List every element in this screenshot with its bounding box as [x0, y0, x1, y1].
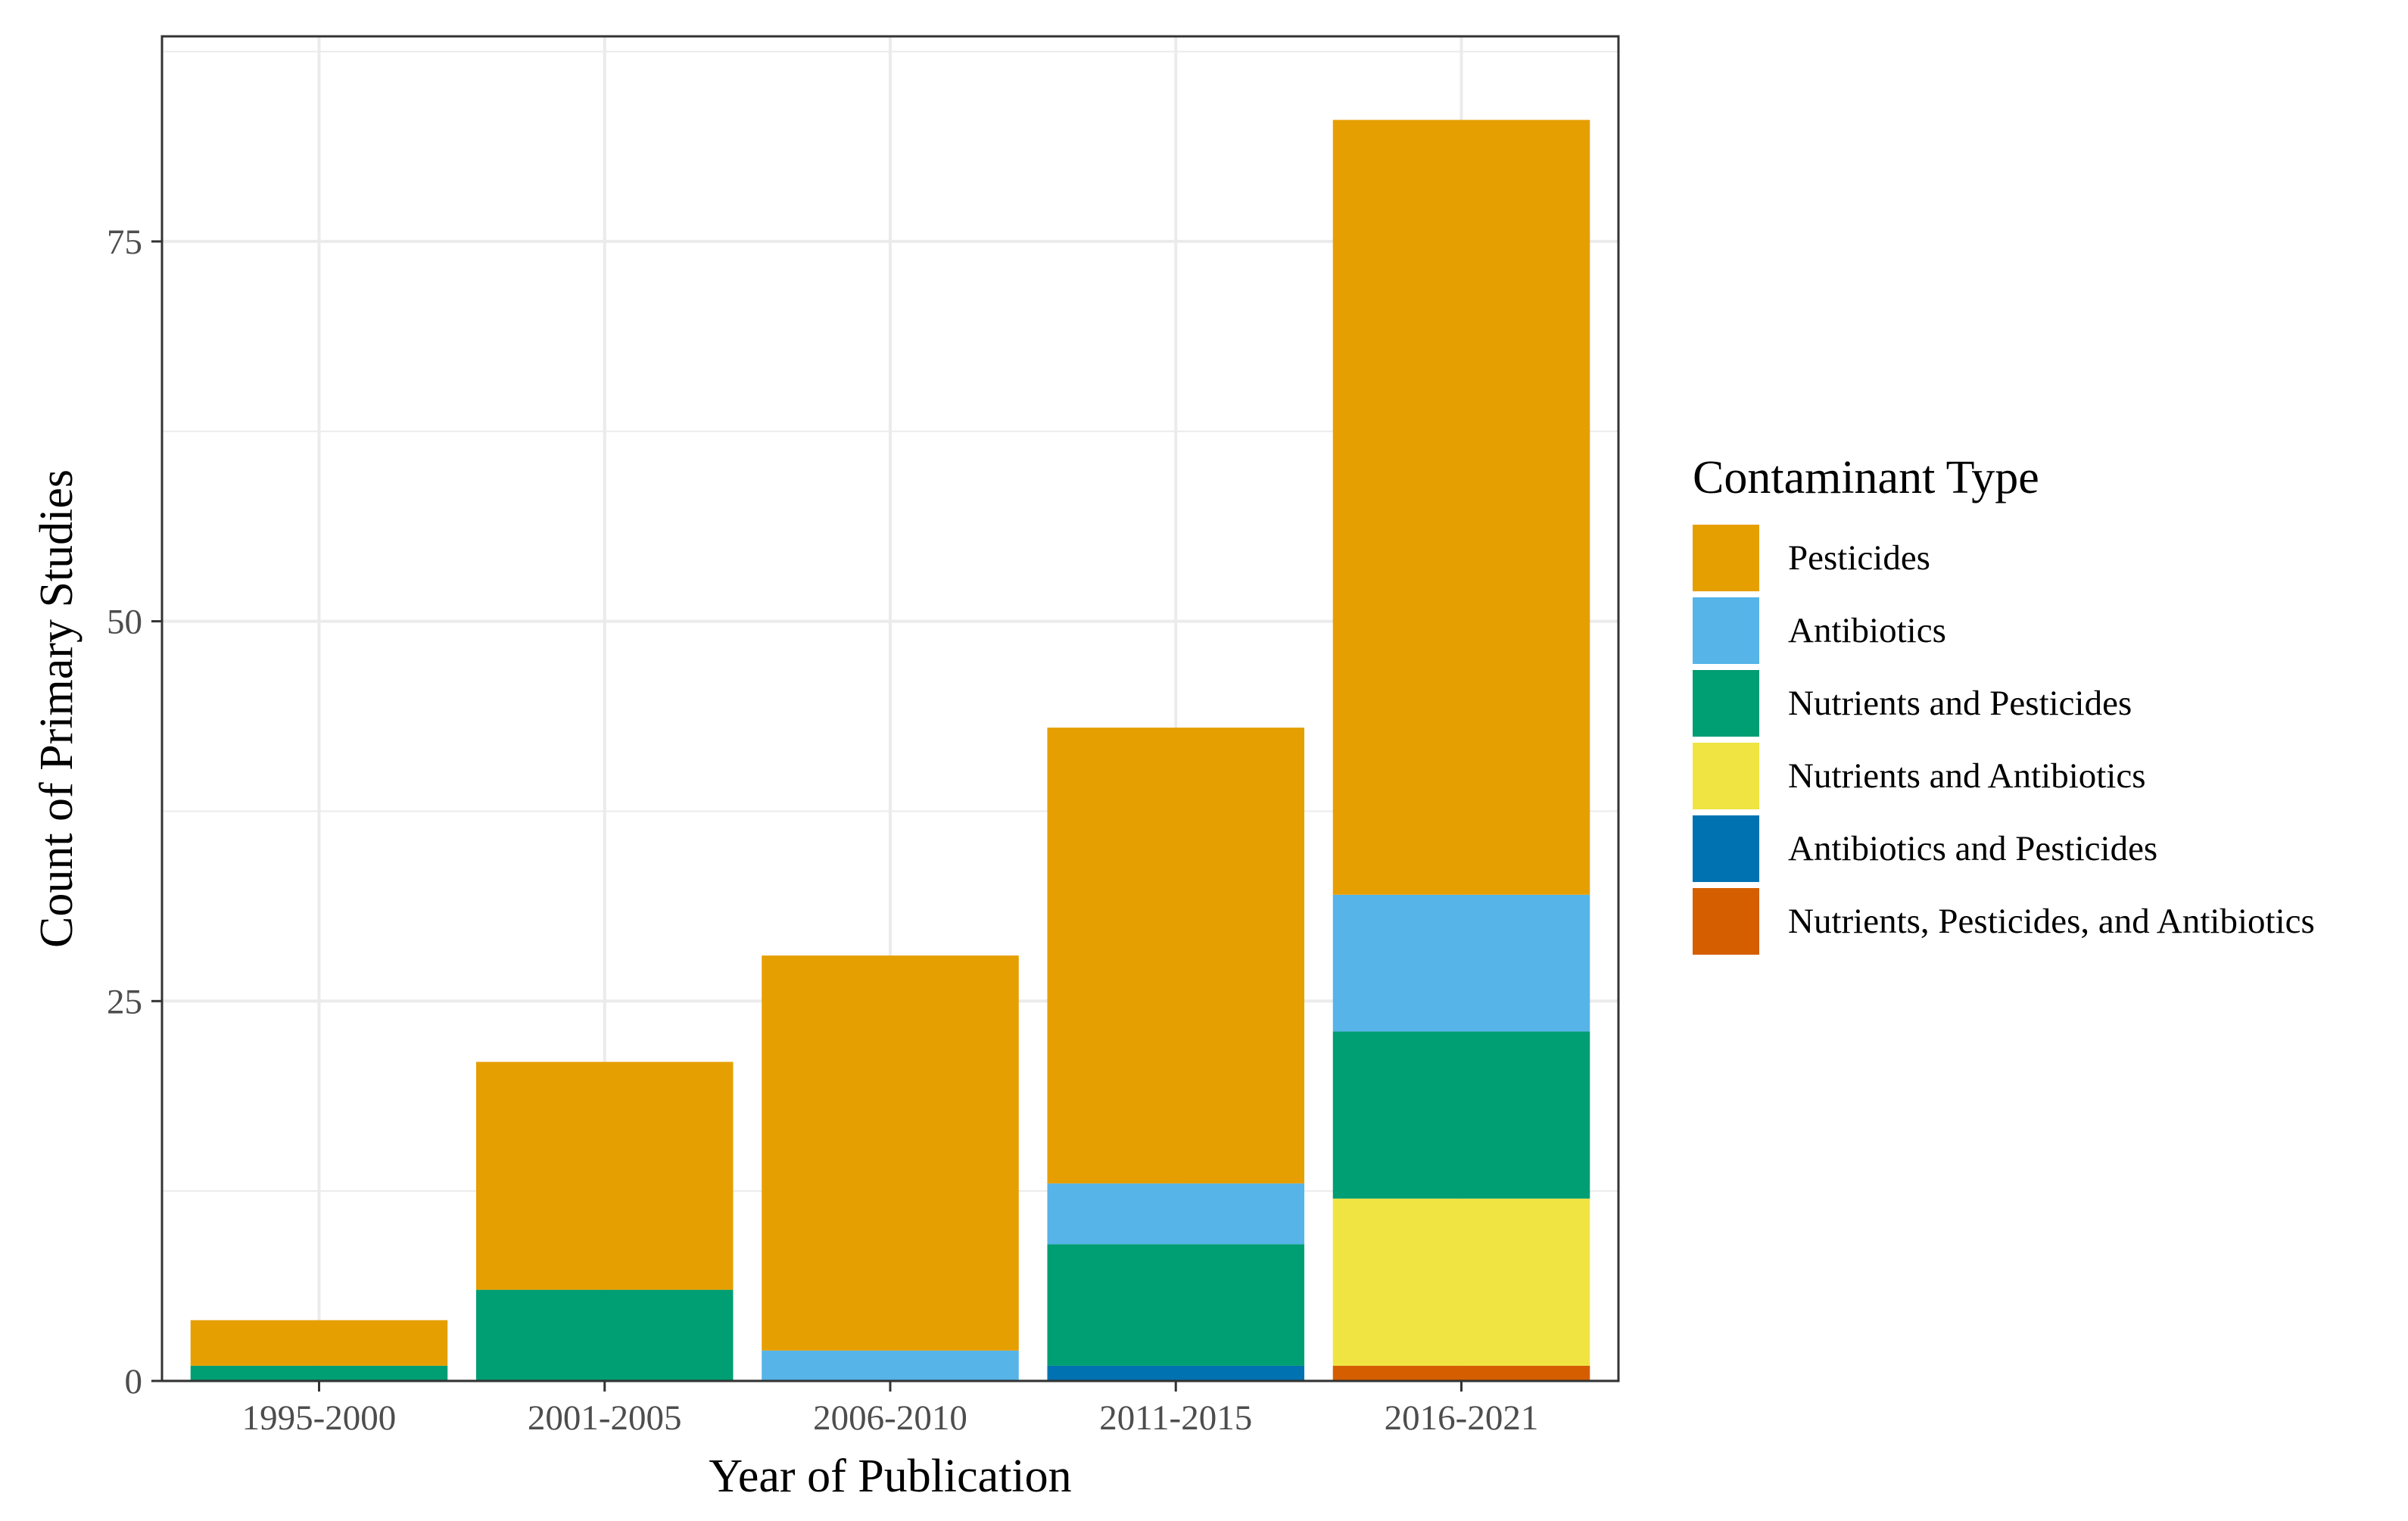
bar-segment-2016-2021-antibiotics: [1332, 894, 1590, 1032]
legend-label: Nutrients, Pesticides, and Antibiotics: [1788, 902, 2315, 941]
y-axis: 0 25 50 75: [107, 223, 162, 1401]
legend-color-swatch: [1693, 670, 1759, 737]
legend-title: Contaminant Type: [1693, 452, 2039, 503]
bar-segment-2016-2021-nutrients-and-antibiotics: [1332, 1198, 1590, 1366]
bar-segment-2011-2015-pesticides: [1047, 728, 1305, 1184]
y-tick-label: 75: [107, 223, 142, 262]
bar-segment-2001-2005-nutrients-and-pesticides: [475, 1289, 734, 1381]
legend-label: Antibiotics: [1788, 611, 1946, 650]
bar-segment-2016-2021-pesticides: [1332, 120, 1590, 895]
legend-label: Nutrients and Antibiotics: [1788, 756, 2146, 796]
bar-segment-1995-2000-nutrients-and-pesticides: [190, 1365, 448, 1381]
legend-item: Nutrients and Pesticides: [1693, 667, 2315, 740]
y-tick-label: 25: [107, 982, 142, 1021]
legend-items: Pesticides Antibiotics Nutrients and Pesti…: [1693, 522, 2315, 958]
legend-label: Nutrients and Pesticides: [1788, 684, 2132, 723]
bar-segment-2011-2015-antibiotics: [1047, 1183, 1305, 1245]
legend: Contaminant Type Pesticides Antibiotics Nu…: [1693, 451, 2315, 958]
legend-color-swatch: [1693, 743, 1759, 809]
legend-label: Antibiotics and Pesticides: [1788, 829, 2158, 868]
y-tick-label: 50: [107, 603, 142, 642]
bar-segment-2001-2005-pesticides: [475, 1061, 734, 1290]
bar-segment-2016-2021-nutrients-and-pesticides: [1332, 1031, 1590, 1199]
x-axis: 1995-2000 2001-2005 2006-2010 2011-2015 2016…: [242, 1381, 1539, 1438]
x-axis-title: Year of Publication: [709, 1451, 1071, 1502]
bar-segment-1995-2000-pesticides: [190, 1320, 448, 1366]
y-axis-title: Count of Primary Studies: [31, 469, 83, 948]
legend-color-swatch: [1693, 888, 1759, 955]
x-tick-label: 2011-2015: [1099, 1398, 1252, 1438]
bar-segment-2011-2015-antibiotics-and-pesticides: [1047, 1365, 1305, 1381]
legend-color-swatch: [1693, 597, 1759, 664]
x-tick-label: 1995-2000: [242, 1398, 397, 1438]
legend-item: Nutrients and Antibiotics: [1693, 740, 2315, 812]
legend-item: Antibiotics and Pesticides: [1693, 812, 2315, 885]
bars: [190, 120, 1590, 1381]
x-tick-label: 2001-2005: [528, 1398, 682, 1438]
x-tick-label: 2016-2021: [1385, 1398, 1539, 1438]
legend-color-swatch: [1693, 525, 1759, 591]
legend-item: Pesticides: [1693, 522, 2315, 594]
y-tick-label: 0: [125, 1362, 143, 1401]
x-tick-label: 2006-2010: [813, 1398, 967, 1438]
bar-segment-2011-2015-nutrients-and-pesticides: [1047, 1244, 1305, 1366]
bar-segment-2006-2010-pesticides: [762, 955, 1019, 1351]
bar-segment-2006-2010-antibiotics: [762, 1350, 1019, 1381]
legend-label: Pesticides: [1788, 538, 1930, 578]
legend-color-swatch: [1693, 815, 1759, 882]
legend-item: Antibiotics: [1693, 594, 2315, 667]
legend-item: Nutrients, Pesticides, and Antibiotics: [1693, 885, 2315, 958]
bar-segment-2016-2021-nutrients-pesticides-and-antibiotics: [1332, 1365, 1590, 1381]
